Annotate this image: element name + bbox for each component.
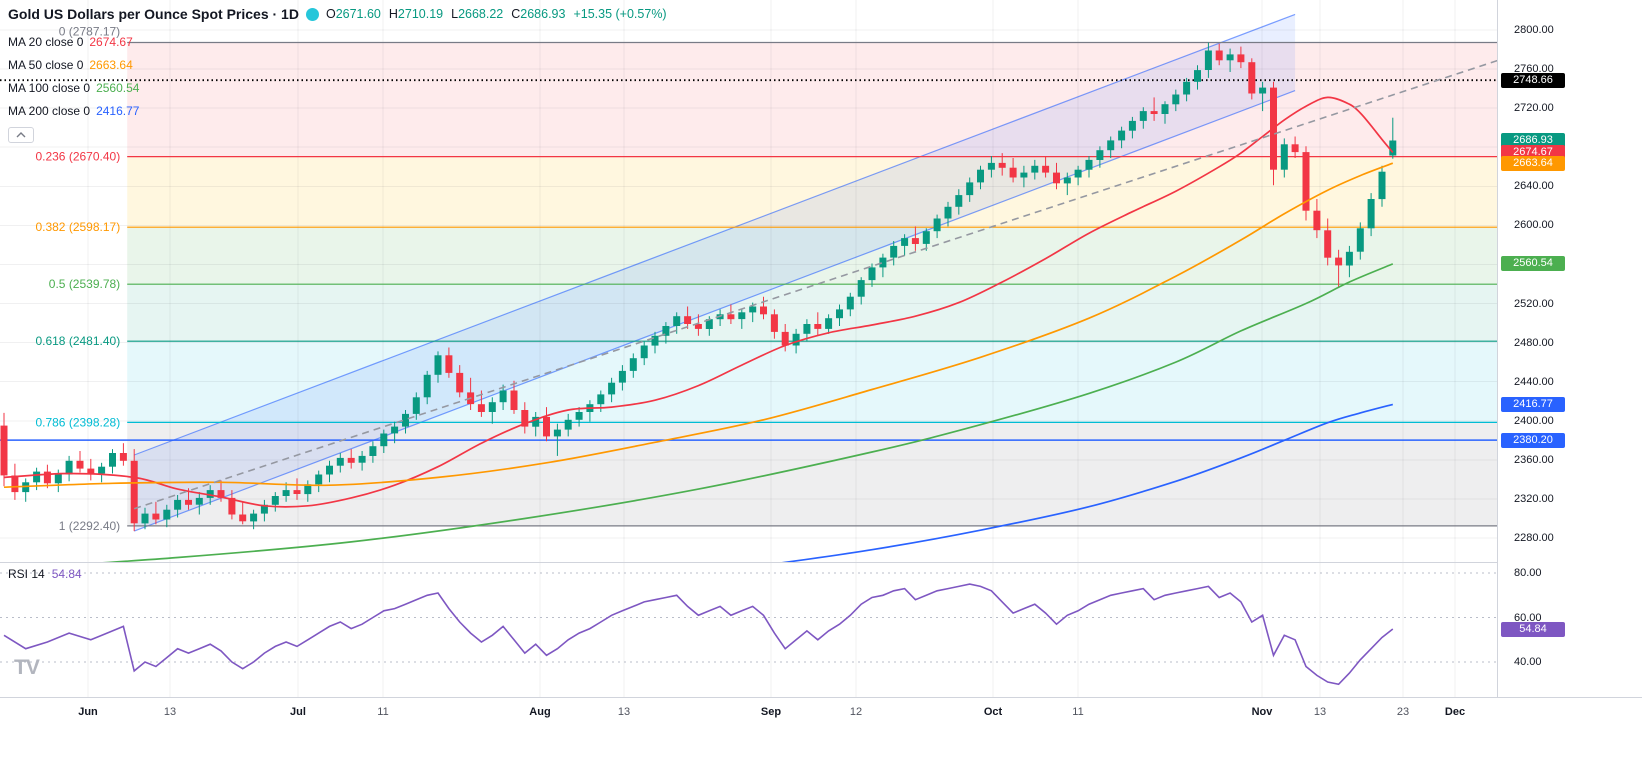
price-tick-label: 2640.00 bbox=[1514, 180, 1554, 193]
price-tick-label: 2280.00 bbox=[1514, 532, 1554, 544]
high-value: 2710.19 bbox=[397, 7, 444, 21]
rsi-line[interactable] bbox=[3, 583, 1394, 686]
grid bbox=[0, 0, 1497, 563]
price-tick-label: 2720.00 bbox=[1514, 102, 1554, 115]
ma-200-line[interactable] bbox=[655, 403, 1394, 563]
time-labels: Jun 13 Jul 11 Aug 13 Sep 12 Oct 11 Nov 13 23 Dec bbox=[0, 698, 1497, 760]
price-axis[interactable]: 2800.00 2760.00 2720.00 2640.00 2600.00 2520.… bbox=[1497, 0, 1642, 697]
close-value: 2686.93 bbox=[520, 7, 566, 21]
time-tick-label: Jun bbox=[78, 706, 98, 718]
time-tick-label: Jul bbox=[290, 706, 306, 718]
price-tick-label: 2760.00 bbox=[1514, 63, 1554, 76]
ma-100-line[interactable] bbox=[4, 263, 1394, 563]
fib-label-0.786: 0.786 (2398.28) bbox=[35, 415, 120, 429]
rsi-grid bbox=[0, 563, 1497, 697]
indicator-label: MA 100 close 0 bbox=[8, 80, 91, 95]
time-tick-label: 23 bbox=[1396, 706, 1410, 718]
indicator-ma100[interactable]: MA 100 close 0 2560.54 bbox=[8, 76, 667, 99]
price-change: +15.35 (+0.57%) bbox=[573, 7, 667, 21]
rsi-value: 54.84 bbox=[51, 567, 82, 581]
chart-legend: Gold US Dollars per Ounce Spot Prices · … bbox=[8, 2, 667, 143]
time-axis[interactable]: Jun 13 Jul 11 Aug 13 Sep 12 Oct 11 Nov 13 23 Dec bbox=[0, 697, 1642, 760]
fib-label-0.382: 0.382 (2598.17) bbox=[35, 220, 120, 234]
rsi-tick-label: 80.00 bbox=[1514, 567, 1542, 579]
price-axis-badge: 2663.64 bbox=[1501, 155, 1565, 171]
time-tick-label: 11 bbox=[1072, 706, 1084, 718]
pane-divider[interactable] bbox=[0, 562, 1497, 563]
time-tick-label: 12 bbox=[849, 706, 863, 718]
fib-label-0.618: 0.618 (2481.40) bbox=[35, 334, 120, 348]
indicator-ma50[interactable]: MA 50 close 0 2663.64 bbox=[8, 53, 667, 76]
price-tick-label: 2440.00 bbox=[1514, 375, 1554, 388]
price-tick-label: 2320.00 bbox=[1514, 492, 1554, 505]
price-tick-label: 2480.00 bbox=[1514, 336, 1554, 349]
ma-50-line[interactable] bbox=[3, 162, 1394, 489]
symbol-title[interactable]: Gold US Dollars per Ounce Spot Prices · … bbox=[8, 6, 299, 22]
time-tick-label: 13 bbox=[617, 706, 631, 718]
open-value: 2671.60 bbox=[335, 7, 381, 21]
indicator-label: MA 200 close 0 bbox=[8, 103, 91, 118]
price-tick-label: 2360.00 bbox=[1514, 453, 1554, 466]
rsi-pane-canvas[interactable] bbox=[0, 563, 1497, 697]
time-tick-label: Dec bbox=[1444, 706, 1466, 718]
tradingview-logo[interactable]: TV bbox=[14, 656, 40, 679]
low-value: 2668.22 bbox=[458, 7, 504, 21]
fib-label-0.5: 0.5 (2539.78) bbox=[49, 277, 120, 291]
time-tick-label: Aug bbox=[529, 706, 551, 718]
rsi-tick-label: 40.00 bbox=[1514, 656, 1542, 668]
fib-label-0.236: 0.236 (2670.40) bbox=[35, 150, 120, 164]
fib-label-1: 1 (2292.40) bbox=[59, 519, 120, 533]
price-axis-badge: 2686.93 bbox=[1501, 133, 1565, 148]
price-axis-badge: 2380.20 bbox=[1501, 432, 1565, 448]
price-tick-label: 2600.00 bbox=[1514, 219, 1554, 232]
time-tick-label: 11 bbox=[377, 706, 389, 718]
rsi-tick-label: 60.00 bbox=[1514, 611, 1542, 624]
open-label: O bbox=[325, 7, 336, 21]
ohlc-values: O 2671.60 H 2710.19 L 2668.22 C 2686.93 +15.… bbox=[326, 7, 667, 21]
time-tick-label: 13 bbox=[1313, 706, 1327, 718]
time-tick-label: Oct bbox=[983, 706, 1003, 718]
price-tick-label: 2800.00 bbox=[1514, 24, 1554, 36]
rsi-label: RSI 14 bbox=[8, 567, 45, 581]
high-label: H bbox=[388, 7, 398, 21]
time-tick-label: Nov bbox=[1251, 706, 1273, 718]
time-tick-label: Sep bbox=[760, 706, 782, 718]
indicator-value: 2663.64 bbox=[89, 57, 133, 72]
indicator-label: MA 20 close 0 bbox=[8, 34, 84, 49]
fib-retracement[interactable] bbox=[127, 41, 1497, 527]
indicator-value: 2416.77 bbox=[96, 103, 140, 118]
close-label: C bbox=[511, 7, 521, 21]
indicator-value: 2560.54 bbox=[96, 80, 140, 95]
indicator-value: 2674.67 bbox=[89, 34, 133, 49]
data-source-icon[interactable] bbox=[305, 7, 319, 21]
price-axis-badge: 2748.66 bbox=[1501, 72, 1565, 88]
ma-20-line[interactable] bbox=[3, 96, 1394, 508]
price-tick-label: 2520.00 bbox=[1514, 297, 1554, 310]
rsi-legend[interactable]: RSI 14 54.84 bbox=[8, 567, 82, 581]
time-tick-label: 13 bbox=[163, 706, 177, 718]
fib-label-0: 0 (2787.17) bbox=[59, 25, 120, 39]
low-label: L bbox=[451, 7, 459, 21]
indicator-ma200[interactable]: MA 200 close 0 2416.77 bbox=[8, 99, 667, 122]
indicator-label: MA 50 close 0 bbox=[8, 57, 84, 72]
indicator-ma20[interactable]: MA 20 close 0 2674.67 bbox=[8, 30, 667, 53]
price-tick-label: 2400.00 bbox=[1514, 414, 1554, 427]
price-channel[interactable] bbox=[133, 13, 1296, 532]
price-axis-badge: 2560.54 bbox=[1501, 256, 1565, 272]
rsi-axis-badge: 54.84 bbox=[1501, 621, 1565, 637]
chevron-up-icon bbox=[16, 132, 26, 138]
price-axis-badge: 2416.77 bbox=[1501, 396, 1565, 412]
legend-collapse-button[interactable] bbox=[8, 127, 34, 143]
price-chart-canvas[interactable]: 0 (2787.17) 0.236 (2670.40) 0.382 (2598.17… bbox=[0, 0, 1497, 563]
